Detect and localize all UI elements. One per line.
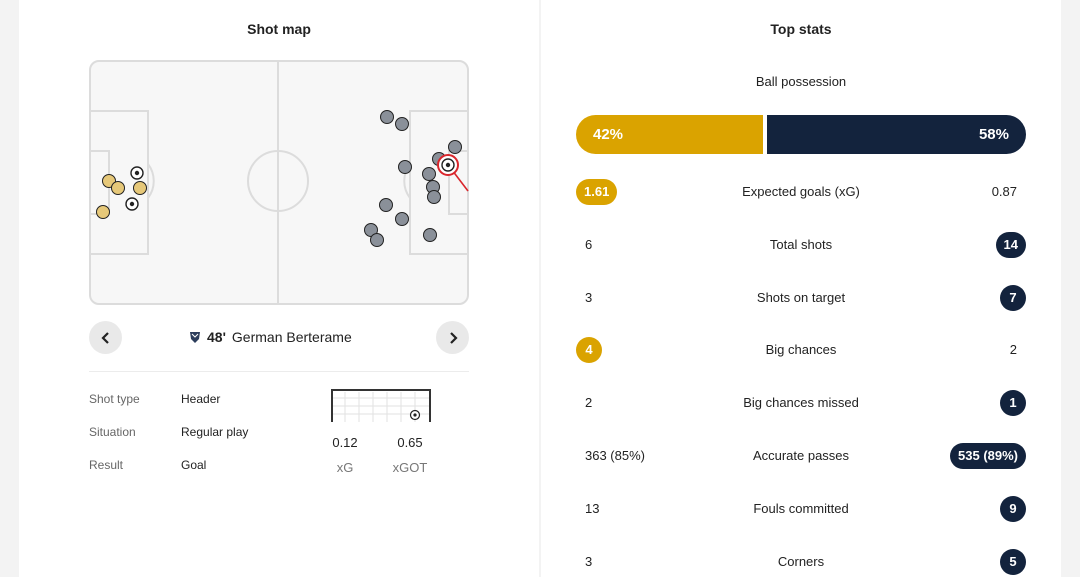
stat-label: Corners — [777, 554, 825, 569]
stat-home-value: 2 — [585, 395, 593, 410]
stat-label: Big chances missed — [743, 395, 859, 410]
stat-home-value: 1.61 — [576, 179, 618, 205]
shot-type-value: Header — [181, 392, 221, 406]
stat-home-value: 3 — [585, 290, 593, 305]
chevron-right-icon — [449, 331, 458, 344]
next-shot-button[interactable] — [436, 321, 469, 354]
stat-row: Big chances 4 2 — [576, 337, 1026, 363]
stat-row: Expected goals (xG) 1.61 0.87 — [576, 179, 1026, 205]
xgot-value: 0.65 — [397, 435, 423, 450]
xg-value: 0.12 — [332, 435, 358, 450]
situation-value: Regular play — [181, 425, 249, 439]
away-shot-marker[interactable] — [379, 198, 393, 212]
shot-player: German Berterame — [231, 329, 352, 345]
shots-layer — [96, 110, 469, 247]
stat-away-value: 1 — [1000, 390, 1026, 416]
shot-map-pitch[interactable] — [89, 60, 469, 305]
stat-home-value: 4 — [576, 337, 602, 363]
possession-label: Ball possession — [755, 74, 847, 89]
result-label: Result — [89, 458, 124, 472]
away-shot-marker[interactable] — [398, 160, 412, 174]
stat-row: Total shots 6 14 — [576, 232, 1026, 258]
possession-home: 42% — [576, 115, 763, 154]
stat-away-value: 7 — [1000, 285, 1026, 311]
stat-away-value: 535 (89%) — [950, 443, 1026, 469]
left-penalty-arc — [147, 163, 155, 199]
result-value: Goal — [181, 458, 207, 472]
home-shot-marker[interactable] — [111, 181, 125, 195]
stat-away-value: 2 — [1009, 342, 1017, 357]
stat-home-value: 6 — [585, 237, 593, 252]
shot-map-title: Shot map — [247, 21, 311, 37]
shot-minute: 48' — [207, 329, 226, 345]
shot-type-label: Shot type — [89, 392, 140, 406]
divider — [89, 371, 469, 372]
stat-home-value: 3 — [585, 554, 593, 569]
away-shot-marker[interactable] — [423, 228, 437, 242]
away-shot-marker[interactable] — [427, 190, 441, 204]
away-shot-marker[interactable] — [370, 233, 384, 247]
stat-row: Accurate passes 363 (85%) 535 (89%) — [576, 443, 1026, 469]
top-stats-title: Top stats — [770, 21, 832, 37]
stat-label: Big chances — [765, 342, 837, 357]
stat-row: Fouls committed 13 9 — [576, 496, 1026, 522]
away-shot-marker[interactable] — [422, 167, 436, 181]
situation-label: Situation — [89, 425, 136, 439]
top-stats-panel: Top stats Ball possession 42% 58% Expect… — [541, 0, 1061, 577]
xg-label: xG — [336, 460, 354, 475]
stat-away-value: 5 — [1000, 549, 1026, 575]
stat-label: Fouls committed — [753, 501, 849, 516]
home-shot-marker[interactable] — [96, 205, 110, 219]
stat-label: Shots on target — [756, 290, 846, 305]
chevron-left-icon — [100, 331, 109, 344]
previous-shot-button[interactable] — [89, 321, 122, 354]
stat-away-value: 9 — [1000, 496, 1026, 522]
team-crest-icon — [190, 332, 200, 343]
selected-shot-title: 48' German Berterame — [189, 329, 352, 345]
ball-icon — [409, 409, 421, 421]
possession-bar: 42% 58% — [576, 115, 1026, 154]
selected-goal-shot-marker[interactable] — [437, 154, 459, 176]
stat-row: Corners 3 5 — [576, 549, 1026, 575]
stat-away-value: 14 — [995, 232, 1026, 258]
away-shot-marker[interactable] — [448, 140, 462, 154]
stat-label: Expected goals (xG) — [742, 184, 860, 199]
away-shot-marker[interactable] — [395, 212, 409, 226]
away-shot-marker[interactable] — [380, 110, 394, 124]
shot-map-panel: Shot map 48' German Berterame Shot type … — [19, 0, 539, 577]
stat-home-value: 13 — [585, 501, 600, 516]
goal-frame-diagram — [331, 389, 431, 422]
stat-row: Shots on target 3 7 — [576, 285, 1026, 311]
stat-away-value: 0.87 — [991, 184, 1017, 199]
stat-row: Big chances missed 2 1 — [576, 390, 1026, 416]
possession-away: 58% — [767, 115, 1026, 154]
stat-label: Total shots — [769, 237, 833, 252]
center-circle — [247, 150, 309, 212]
stat-label: Accurate passes — [752, 448, 850, 463]
away-shot-marker[interactable] — [395, 117, 409, 131]
home-goal-shot-marker[interactable] — [125, 197, 139, 211]
home-goal-shot-marker[interactable] — [130, 166, 144, 180]
home-shot-marker[interactable] — [133, 181, 147, 195]
stat-home-value: 363 (85%) — [585, 448, 645, 463]
xgot-label: xGOT — [392, 460, 428, 475]
